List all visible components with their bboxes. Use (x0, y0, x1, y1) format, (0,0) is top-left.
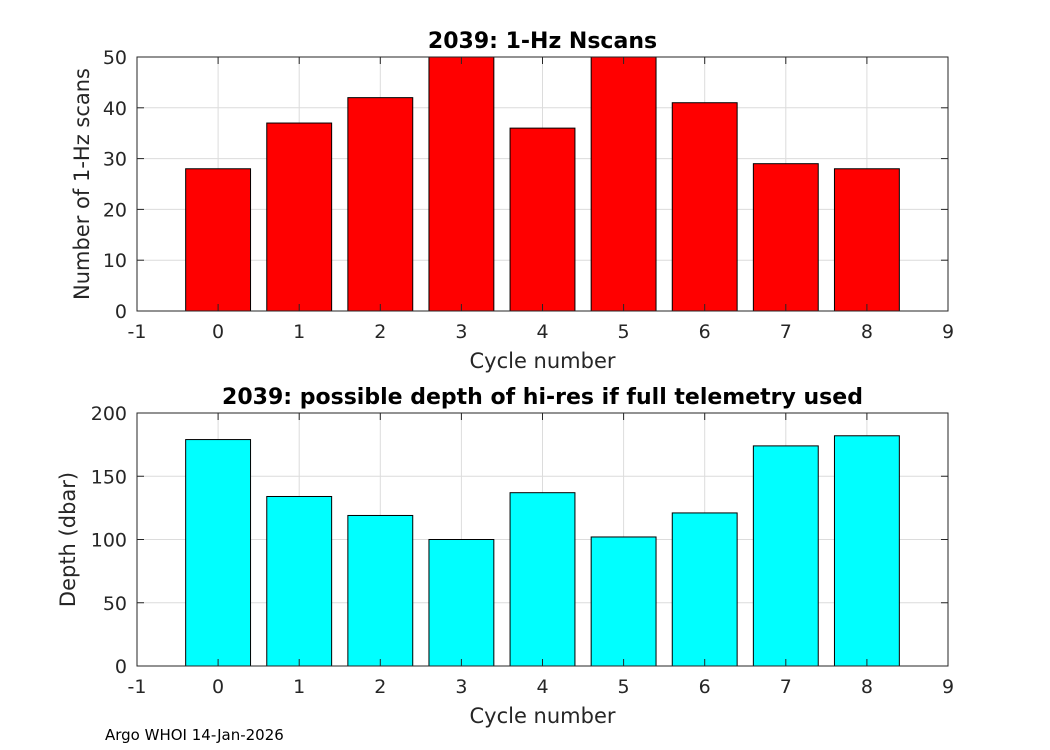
y-axis-label: Depth (dbar) (56, 472, 80, 607)
bar-cycle-5 (590, 536, 657, 667)
x-tick-label: 5 (618, 676, 630, 698)
x-tick-label: 1 (293, 321, 305, 343)
x-tick-label: 0 (212, 676, 224, 698)
bar-cycle-3 (428, 56, 495, 312)
y-tick-label: 100 (91, 530, 127, 552)
bar-cycle-6 (671, 512, 738, 667)
y-tick-label: 0 (115, 301, 127, 323)
chart-title: 2039: 1-Hz Nscans (428, 29, 657, 54)
y-tick-label: 0 (115, 656, 127, 678)
bar-cycle-2 (347, 514, 414, 667)
x-tick-label: 3 (455, 321, 467, 343)
bar-cycle-4 (509, 127, 576, 312)
y-tick-label: 10 (103, 250, 127, 272)
y-tick-label: 30 (103, 149, 127, 171)
chart-title: 2039: possible depth of hi-res if full t… (222, 385, 863, 410)
bar-cycle-8 (833, 435, 900, 667)
x-tick-label: 5 (618, 321, 630, 343)
x-tick-label: 8 (861, 676, 873, 698)
footer-text: Argo WHOI 14-Jan-2026 (105, 726, 284, 744)
y-tick-label: 20 (103, 199, 127, 221)
x-tick-label: 8 (861, 321, 873, 343)
x-tick-label: 6 (699, 676, 711, 698)
x-tick-label: -1 (128, 676, 147, 698)
bar-cycle-2 (347, 97, 414, 312)
x-axis-label: Cycle number (469, 704, 615, 728)
x-tick-label: 3 (455, 676, 467, 698)
bar-cycle-4 (509, 492, 576, 667)
y-tick-label: 200 (91, 403, 127, 425)
x-tick-label: 0 (212, 321, 224, 343)
bar-cycle-7 (752, 445, 819, 667)
y-tick-label: 40 (103, 98, 127, 120)
y-tick-label: 50 (103, 47, 127, 69)
x-tick-label: 2 (374, 676, 386, 698)
bar-cycle-8 (833, 168, 900, 312)
bar-cycle-5 (590, 56, 657, 312)
bar-cycle-1 (266, 495, 333, 667)
y-axis-label: Number of 1-Hz scans (70, 68, 94, 300)
y-tick-label: 50 (103, 593, 127, 615)
bar-cycle-0 (185, 168, 252, 312)
x-tick-label: 1 (293, 676, 305, 698)
y-tick-label: 150 (91, 466, 127, 488)
x-axis-label: Cycle number (469, 349, 615, 373)
x-tick-label: 9 (942, 676, 954, 698)
x-tick-label: 4 (536, 676, 548, 698)
x-tick-label: 7 (780, 676, 792, 698)
x-tick-label: 4 (536, 321, 548, 343)
x-tick-label: 6 (699, 321, 711, 343)
bar-cycle-6 (671, 102, 738, 312)
x-tick-label: 9 (942, 321, 954, 343)
bar-cycle-1 (266, 122, 333, 312)
bar-cycle-0 (185, 439, 252, 667)
x-tick-label: 2 (374, 321, 386, 343)
x-tick-label: 7 (780, 321, 792, 343)
x-tick-label: -1 (128, 321, 147, 343)
bar-cycle-3 (428, 539, 495, 667)
bar-cycle-7 (752, 163, 819, 312)
